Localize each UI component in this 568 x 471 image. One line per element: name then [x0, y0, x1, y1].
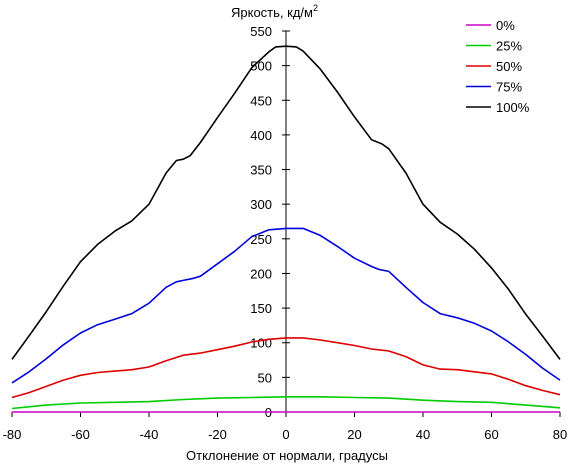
series-line — [11, 45, 561, 360]
legend-label: 25% — [496, 39, 522, 54]
series-line — [11, 227, 561, 384]
series-layer — [11, 45, 561, 413]
y-axis-label-superscript: 2 — [313, 3, 318, 13]
y-tick-label: 100 — [250, 336, 272, 351]
x-tick-label: 0 — [282, 427, 289, 442]
legend-label: 75% — [496, 80, 522, 95]
y-tick-label: 550 — [250, 24, 272, 39]
x-tick-label: -40 — [140, 427, 159, 442]
x-tick-label: -80 — [3, 427, 22, 442]
y-tick-label: 150 — [250, 301, 272, 316]
y-tick-label: 500 — [250, 59, 272, 74]
x-tick-label: 20 — [347, 427, 361, 442]
y-tick-label: 200 — [250, 266, 272, 281]
x-tick-label: 40 — [416, 427, 430, 442]
y-axis-label: Яркость, кд/м2 — [231, 3, 318, 20]
legend-label: 50% — [496, 59, 522, 74]
axis-labels-layer: Яркость, кд/м2 Отклонение от нормали, гр… — [186, 3, 388, 463]
y-tick-label: 450 — [250, 93, 272, 108]
x-tick-label: 60 — [484, 427, 498, 442]
y-tick-label: 300 — [250, 197, 272, 212]
x-axis-label: Отклонение от нормали, градусы — [186, 448, 388, 463]
legend-label: 0% — [496, 18, 515, 33]
series-line — [11, 337, 561, 399]
x-tick-label: -60 — [71, 427, 90, 442]
x-tick-label: 80 — [553, 427, 567, 442]
legend-label: 100% — [496, 100, 530, 115]
y-axis-label-text: Яркость, кд/м — [231, 5, 313, 20]
x-tick-label: -20 — [208, 427, 227, 442]
series-line — [11, 396, 561, 410]
y-tick-label: 400 — [250, 128, 272, 143]
y-tick-label: 50 — [258, 370, 272, 385]
y-tick-label: 350 — [250, 163, 272, 178]
legend: 0% 25% 50% 75% 100% — [466, 18, 530, 115]
y-tick-label: 250 — [250, 232, 272, 247]
